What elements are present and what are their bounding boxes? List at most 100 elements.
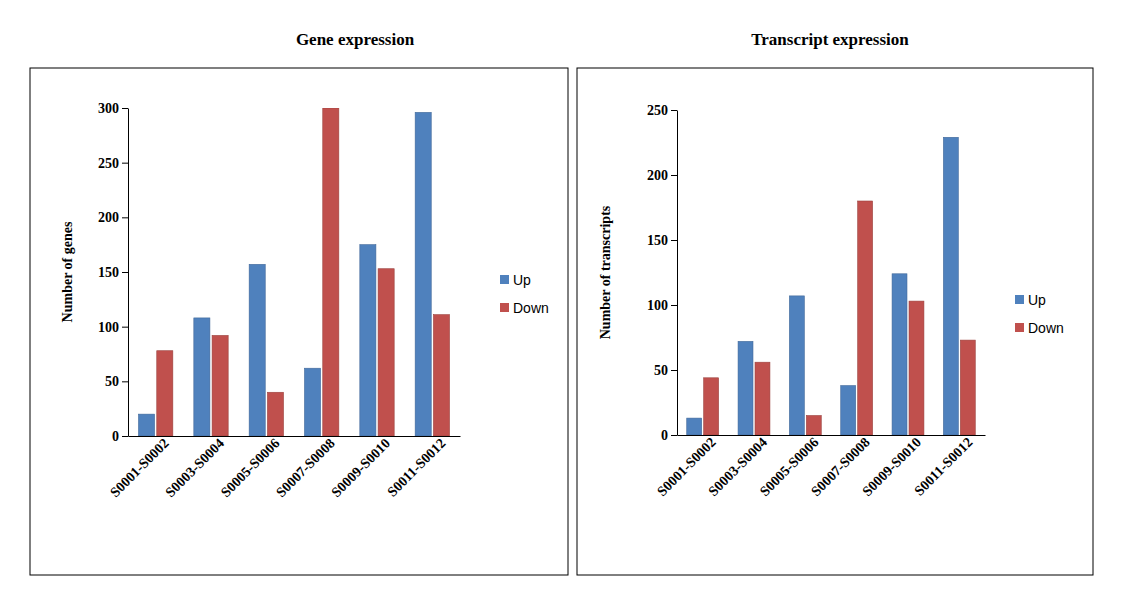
y-tick-label: 100: [98, 320, 119, 335]
legend-swatch: [500, 303, 509, 312]
y-tick: 100: [98, 320, 128, 335]
x-tick-label: S0009-S0010: [329, 436, 394, 501]
y-tick-mark: [122, 381, 128, 382]
x-tick: S0009-S0010: [329, 436, 394, 501]
bar: [138, 414, 154, 436]
y-tick-mark: [122, 217, 128, 218]
y-tick: 100: [647, 298, 677, 313]
y-tick: 0: [112, 429, 128, 444]
chart-title: Transcript expression: [751, 30, 909, 49]
y-tick-label: 50: [654, 363, 668, 378]
y-tick-label: 200: [647, 168, 668, 183]
y-axis: 0 50 100 150 200 250: [647, 103, 678, 443]
y-tick-label: 0: [661, 428, 668, 443]
chart-panel: Transcript expression 0 50 100 150 200 250 S000…: [577, 30, 1093, 575]
y-tick-mark: [671, 175, 677, 176]
y-tick: 50: [105, 374, 128, 389]
legend-swatch: [500, 275, 509, 284]
panel-frame: [577, 68, 1093, 575]
x-axis-line: [678, 435, 986, 436]
y-tick-mark: [671, 240, 677, 241]
legend-label: Down: [1028, 320, 1064, 336]
bar: [755, 362, 770, 435]
bar: [212, 335, 228, 436]
legend: Up Down: [500, 272, 549, 316]
bars: [687, 137, 976, 435]
bars: [138, 108, 449, 436]
y-tick: 150: [98, 265, 128, 280]
bar: [841, 386, 856, 435]
y-tick: 200: [647, 168, 677, 183]
y-tick-mark: [671, 435, 677, 436]
bar: [433, 315, 449, 436]
y-tick-label: 50: [105, 374, 119, 389]
x-axis: S0001-S0002S0003-S0004S0005-S0006S0007-S…: [654, 435, 985, 500]
x-tick-label: S0003-S0004: [163, 436, 228, 501]
y-tick-mark: [122, 163, 128, 164]
bar: [806, 416, 821, 436]
legend-label: Up: [1028, 292, 1046, 308]
x-tick: S0005-S0006: [218, 436, 283, 501]
bar: [415, 112, 431, 436]
y-axis: 0 50 100 150 200 250 300: [98, 101, 129, 444]
y-tick-mark: [122, 436, 128, 437]
y-tick-label: 300: [98, 101, 119, 116]
bar: [704, 378, 719, 435]
y-tick-label: 250: [98, 156, 119, 171]
y-tick: 0: [661, 428, 677, 443]
y-tick-label: 0: [112, 429, 119, 444]
x-tick-label: S0011-S0012: [384, 436, 448, 500]
y-axis-line: [128, 109, 129, 437]
bar: [738, 341, 753, 435]
x-tick-label: S0005-S0006: [218, 436, 283, 501]
chart-canvas: Gene expression050100150200250300S0001-S…: [0, 0, 1124, 590]
x-tick: S0011-S0012: [911, 435, 975, 499]
bar: [323, 108, 339, 436]
x-tick-label: S0007-S0008: [273, 436, 338, 501]
x-tick: S0007-S0008: [273, 436, 338, 501]
bar: [360, 245, 376, 436]
y-tick-label: 150: [98, 265, 119, 280]
y-tick-label: 150: [647, 233, 668, 248]
x-axis: S0001-S0002S0003-S0004S0005-S0006S0007-S…: [107, 436, 460, 501]
panel-frame: [30, 68, 568, 575]
x-tick: S0001-S0002: [107, 436, 172, 501]
y-tick: 250: [647, 103, 677, 118]
y-axis-title: Number of transcripts: [598, 205, 613, 339]
x-tick: S0011-S0012: [384, 436, 448, 500]
bar: [194, 318, 210, 436]
y-tick-mark: [122, 108, 128, 109]
y-tick-mark: [122, 327, 128, 328]
y-tick: 200: [98, 210, 128, 225]
legend-swatch: [1015, 295, 1024, 304]
y-axis-line: [677, 111, 678, 436]
x-tick-label: S0001-S0002: [107, 436, 172, 501]
chart-panel: Gene expression050100150200250300S0001-S…: [30, 30, 568, 575]
bar: [157, 351, 173, 436]
legend: Up Down: [1015, 292, 1064, 336]
y-tick-mark: [671, 370, 677, 371]
bar: [304, 368, 320, 436]
bar: [960, 340, 975, 435]
bar: [378, 269, 394, 436]
bar: [943, 137, 958, 435]
bar: [892, 274, 907, 435]
x-axis-line: [129, 436, 461, 437]
y-tick-label: 100: [647, 298, 668, 313]
x-tick-label: S0011-S0012: [911, 435, 975, 499]
y-tick: 300: [98, 101, 128, 116]
y-tick-mark: [671, 110, 677, 111]
bar: [858, 201, 873, 435]
y-tick: 150: [647, 233, 677, 248]
legend-label: Up: [513, 272, 531, 288]
legend-swatch: [1015, 323, 1024, 332]
x-tick: S0003-S0004: [163, 436, 228, 501]
bar: [267, 392, 283, 436]
y-axis-title: Number of genes: [60, 221, 75, 322]
legend-label: Down: [513, 300, 549, 316]
y-tick: 250: [98, 156, 128, 171]
y-tick: 50: [654, 363, 677, 378]
y-tick-mark: [671, 305, 677, 306]
y-tick-label: 250: [647, 103, 668, 118]
y-tick-label: 200: [98, 210, 119, 225]
